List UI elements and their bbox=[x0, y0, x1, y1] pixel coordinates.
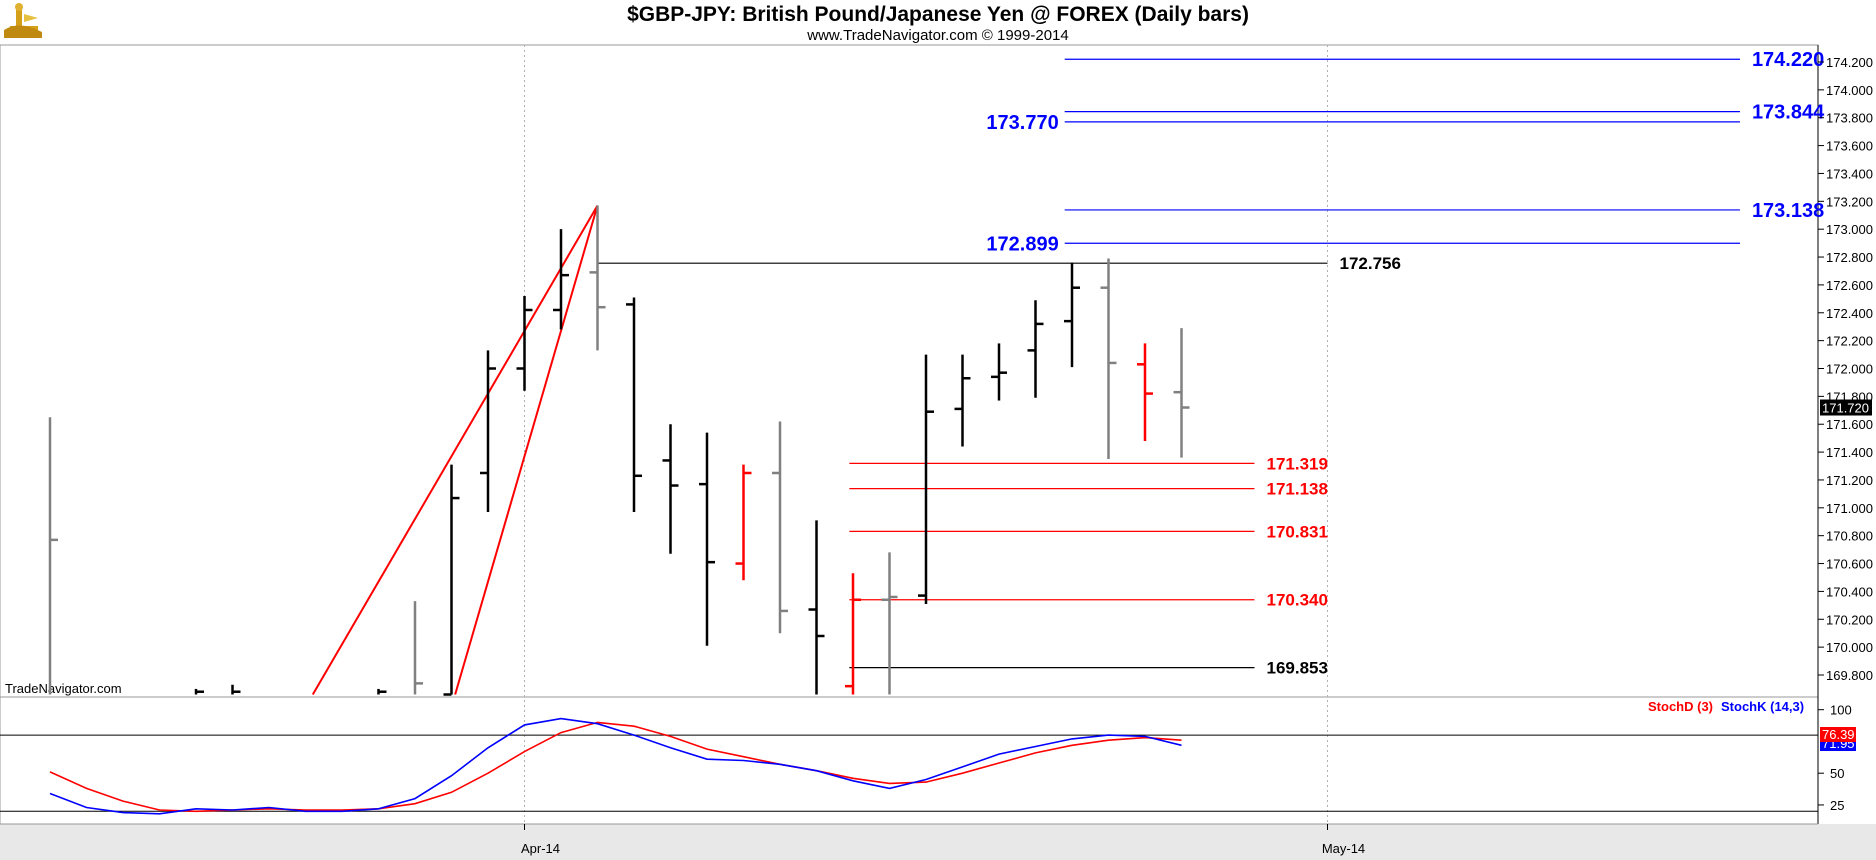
stoch-axis-tick-label: 25 bbox=[1830, 798, 1844, 813]
last-price-box bbox=[1820, 399, 1872, 416]
ohlc-bar bbox=[735, 464, 752, 581]
level-label: 171.138 bbox=[1267, 480, 1328, 499]
time-axis bbox=[0, 824, 1876, 860]
ohlc-bar bbox=[377, 688, 387, 695]
ohlc-bar bbox=[808, 520, 825, 695]
ohlc-bar bbox=[48, 417, 58, 695]
level-label: 170.831 bbox=[1267, 522, 1328, 541]
x-axis-tick-label: Apr-14 bbox=[521, 841, 560, 856]
level-label: 172.756 bbox=[1340, 254, 1401, 273]
y-axis-tick-label: 170.800 bbox=[1826, 529, 1873, 544]
stoch-last-label: 76.39 bbox=[1822, 727, 1855, 742]
ohlc-bar bbox=[991, 343, 1007, 401]
ohlc-bar bbox=[1137, 343, 1153, 441]
price-panel bbox=[0, 44, 1819, 698]
stoch-last-box bbox=[1820, 727, 1856, 742]
y-axis-tick-label: 172.800 bbox=[1826, 250, 1873, 265]
y-axis-tick-label: 173.000 bbox=[1826, 222, 1873, 237]
ohlc-bar bbox=[443, 464, 460, 696]
y-axis-tick-label: 172.400 bbox=[1826, 306, 1873, 321]
y-axis-tick-label: 171.600 bbox=[1826, 417, 1873, 432]
y-axis-tick-label: 171.200 bbox=[1826, 473, 1873, 488]
ohlc-bar bbox=[1027, 300, 1044, 398]
trendline bbox=[454, 205, 599, 695]
ohlc-bar bbox=[772, 421, 788, 634]
y-axis-tick-label: 172.000 bbox=[1826, 362, 1873, 377]
y-axis-tick-label: 171.400 bbox=[1826, 445, 1873, 460]
y-axis-tick-label: 169.800 bbox=[1826, 668, 1873, 683]
ohlc-bar bbox=[589, 205, 606, 351]
x-axis-tick-label: May-14 bbox=[1322, 841, 1365, 856]
trade-navigator-logo-icon bbox=[4, 3, 42, 38]
level-label: 172.899 bbox=[986, 233, 1058, 255]
ohlc-bar bbox=[231, 684, 241, 695]
stochastic-panel bbox=[0, 696, 1819, 825]
level-label: 169.853 bbox=[1267, 659, 1328, 678]
watermark-text: TradeNavigator.com bbox=[5, 681, 122, 696]
stoch-axis-tick-label: 100 bbox=[1830, 703, 1852, 718]
y-axis-tick-label: 170.600 bbox=[1826, 557, 1873, 572]
ohlc-bar bbox=[699, 432, 715, 646]
ohlc-bar bbox=[662, 424, 679, 554]
level-label: 170.340 bbox=[1267, 591, 1328, 610]
level-label: 173.138 bbox=[1752, 200, 1824, 222]
y-axis-tick-label: 174.200 bbox=[1826, 55, 1873, 70]
y-axis-tick-label: 172.600 bbox=[1826, 278, 1873, 293]
y-axis-tick-label: 172.200 bbox=[1826, 334, 1873, 349]
ohlc-bar bbox=[1173, 328, 1190, 458]
ohlc-bar bbox=[1100, 258, 1117, 460]
level-label: 173.770 bbox=[986, 112, 1058, 134]
chart-subtitle: www.TradeNavigator.com © 1999-2014 bbox=[806, 27, 1068, 44]
y-axis-tick-label: 173.800 bbox=[1826, 111, 1873, 126]
stoch-axis-tick-label: 50 bbox=[1830, 766, 1844, 781]
level-label: 174.220 bbox=[1752, 49, 1824, 71]
ohlc-bar bbox=[881, 552, 898, 695]
ohlc-bar bbox=[553, 229, 569, 330]
stoch-legend-item: StochK (14,3) bbox=[1721, 699, 1804, 714]
ohlc-bar bbox=[413, 601, 423, 695]
last-price-label: 171.720 bbox=[1822, 401, 1869, 416]
ohlc-bar bbox=[845, 573, 861, 695]
level-label: 173.844 bbox=[1752, 102, 1825, 124]
trendline bbox=[311, 204, 599, 696]
y-axis-tick-label: 173.600 bbox=[1826, 139, 1873, 154]
y-axis-tick-label: 170.200 bbox=[1826, 612, 1873, 627]
chart-title: $GBP-JPY: British Pound/Japanese Yen @ F… bbox=[627, 3, 1249, 26]
stoch-series-line bbox=[49, 717, 1182, 815]
ohlc-bar bbox=[194, 688, 204, 695]
ohlc-bar bbox=[516, 296, 533, 391]
ohlc-bar bbox=[918, 354, 934, 604]
price-axis bbox=[1818, 45, 1876, 825]
ohlc-bar bbox=[954, 354, 971, 447]
y-axis-tick-label: 174.000 bbox=[1826, 83, 1873, 98]
level-label: 171.319 bbox=[1267, 454, 1328, 473]
y-axis-tick-label: 173.400 bbox=[1826, 166, 1873, 181]
y-axis-tick-label: 170.400 bbox=[1826, 584, 1873, 599]
ohlc-bar bbox=[1064, 262, 1080, 368]
y-axis-tick-label: 170.000 bbox=[1826, 640, 1873, 655]
stoch-legend-item: StochD (3) bbox=[1648, 699, 1713, 714]
y-axis-tick-label: 173.200 bbox=[1826, 194, 1873, 209]
ohlc-bar bbox=[626, 297, 642, 512]
y-axis-tick-label: 171.000 bbox=[1826, 501, 1873, 516]
ohlc-bar bbox=[480, 350, 496, 512]
